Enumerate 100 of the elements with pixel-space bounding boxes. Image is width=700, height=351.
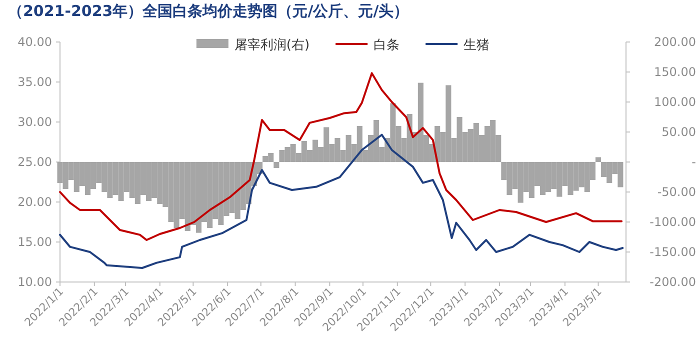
bar — [96, 162, 102, 183]
bar — [601, 162, 607, 177]
bar — [368, 135, 374, 162]
y-tick-label: 10.00 — [18, 275, 52, 289]
bar — [396, 126, 402, 162]
y2-tick-label: -150.00 — [650, 245, 696, 259]
bar — [146, 162, 152, 201]
bar — [57, 162, 63, 183]
bar — [340, 150, 346, 162]
bar — [102, 162, 108, 192]
bar — [484, 126, 490, 162]
bar — [162, 162, 168, 207]
bar — [134, 162, 140, 204]
bar — [196, 162, 202, 233]
bar — [551, 162, 557, 189]
bar — [518, 162, 524, 203]
bar — [229, 162, 235, 213]
bar — [578, 162, 584, 188]
bar — [590, 162, 596, 180]
y-tick-label: 20.00 — [18, 195, 52, 209]
bar — [224, 162, 230, 216]
bar — [306, 150, 312, 162]
legend-label: 白条 — [374, 38, 400, 53]
bar — [546, 162, 552, 192]
bar — [112, 162, 118, 195]
bar — [107, 162, 113, 198]
bar — [184, 162, 190, 231]
bar — [240, 162, 246, 210]
bar — [429, 144, 435, 162]
bar — [568, 162, 574, 195]
bar — [329, 144, 335, 162]
bar — [212, 162, 218, 219]
bar — [296, 153, 302, 162]
bar — [523, 162, 529, 192]
bar — [612, 162, 618, 174]
bar — [202, 162, 208, 222]
bar — [490, 120, 496, 162]
y2-tick-label: 200.00 — [654, 35, 696, 49]
bar — [284, 147, 290, 162]
bar — [423, 135, 430, 162]
bar — [318, 147, 324, 162]
bar — [562, 162, 568, 186]
bar — [573, 162, 579, 191]
bar — [262, 156, 268, 162]
y2-tick-label: 150.00 — [654, 65, 696, 79]
bar — [556, 162, 562, 197]
bar — [179, 162, 185, 219]
bar — [468, 129, 474, 162]
bar — [362, 150, 368, 162]
y-tick-label: 25.00 — [18, 155, 52, 169]
bar — [324, 127, 330, 162]
bar — [90, 162, 96, 189]
bar — [301, 141, 307, 162]
y2-tick-label: -200.00 — [650, 275, 696, 289]
bar — [68, 162, 74, 180]
bar — [390, 103, 396, 162]
bar — [152, 162, 158, 198]
bar — [168, 162, 174, 222]
bar — [290, 144, 296, 162]
y2-tick-label: -50.00 — [657, 185, 696, 199]
bar — [140, 162, 146, 195]
bar — [268, 153, 274, 162]
bar — [118, 162, 124, 201]
bar — [473, 123, 479, 162]
y-tick-label: 40.00 — [18, 35, 52, 49]
bar — [74, 162, 80, 192]
bar — [190, 162, 196, 225]
bar — [157, 162, 163, 204]
legend-label: 屠宰利润(右) — [234, 37, 310, 53]
bar — [129, 162, 135, 198]
bar — [606, 162, 612, 183]
bar — [534, 162, 540, 186]
bar — [446, 85, 452, 162]
bar — [79, 162, 85, 186]
bar — [174, 162, 180, 228]
bar — [618, 162, 624, 188]
bar — [346, 135, 352, 162]
bar — [451, 138, 457, 162]
legend-label: 生猪 — [464, 38, 490, 53]
y2-tick-label: 50.00 — [662, 125, 696, 139]
bar — [496, 135, 502, 162]
bar — [501, 162, 507, 180]
y-tick-label: 35.00 — [18, 75, 52, 89]
bar — [218, 162, 224, 225]
bar — [279, 150, 285, 162]
bar — [528, 162, 534, 198]
bar — [440, 132, 446, 162]
bar — [418, 82, 424, 162]
chart-title: （2021-2023年）全国白条均价走势图（元/公斤、元/头） — [8, 2, 409, 20]
bar — [207, 162, 213, 228]
bar — [374, 120, 380, 162]
bar — [478, 135, 484, 162]
y-tick-label: 15.00 — [18, 235, 52, 249]
bar — [124, 162, 130, 192]
y2-tick-label: 100.00 — [654, 95, 696, 109]
bar — [379, 147, 385, 162]
bar — [84, 162, 91, 195]
bar — [540, 162, 546, 195]
bar — [595, 157, 602, 162]
bar — [234, 162, 240, 219]
